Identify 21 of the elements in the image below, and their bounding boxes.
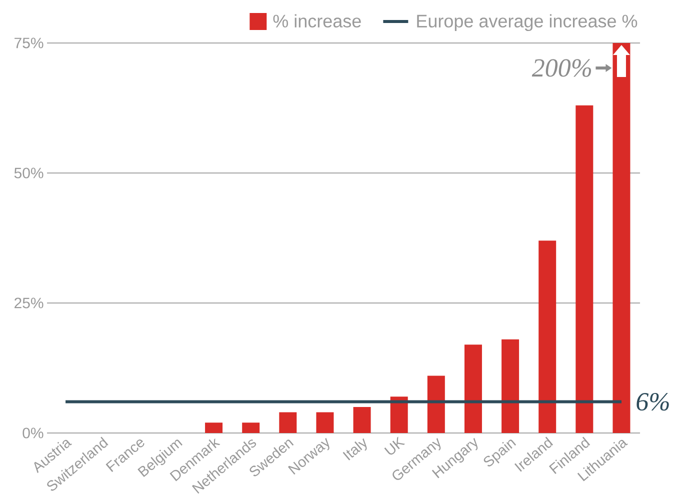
bar — [316, 412, 334, 433]
bar — [576, 105, 594, 433]
bar — [538, 240, 556, 433]
y-tick-label: 50% — [14, 168, 44, 178]
bar — [502, 339, 520, 433]
legend-label: Europe average increase % — [417, 14, 638, 32]
y-tick-label: 25% — [14, 298, 44, 308]
bar — [612, 43, 630, 433]
y-tick-label: 0% — [22, 428, 44, 438]
bar — [353, 407, 371, 433]
bar — [390, 396, 408, 433]
annotation: 200% — [532, 59, 592, 77]
bar — [464, 344, 482, 433]
bar — [205, 422, 223, 433]
bar — [427, 376, 445, 433]
bar — [242, 422, 260, 433]
y-tick-label: 75% — [14, 38, 44, 48]
data-label: 6% — [636, 392, 669, 411]
legend-label: % increase — [273, 14, 361, 28]
bar — [279, 412, 297, 433]
x-tick-label: Italy — [342, 438, 367, 460]
